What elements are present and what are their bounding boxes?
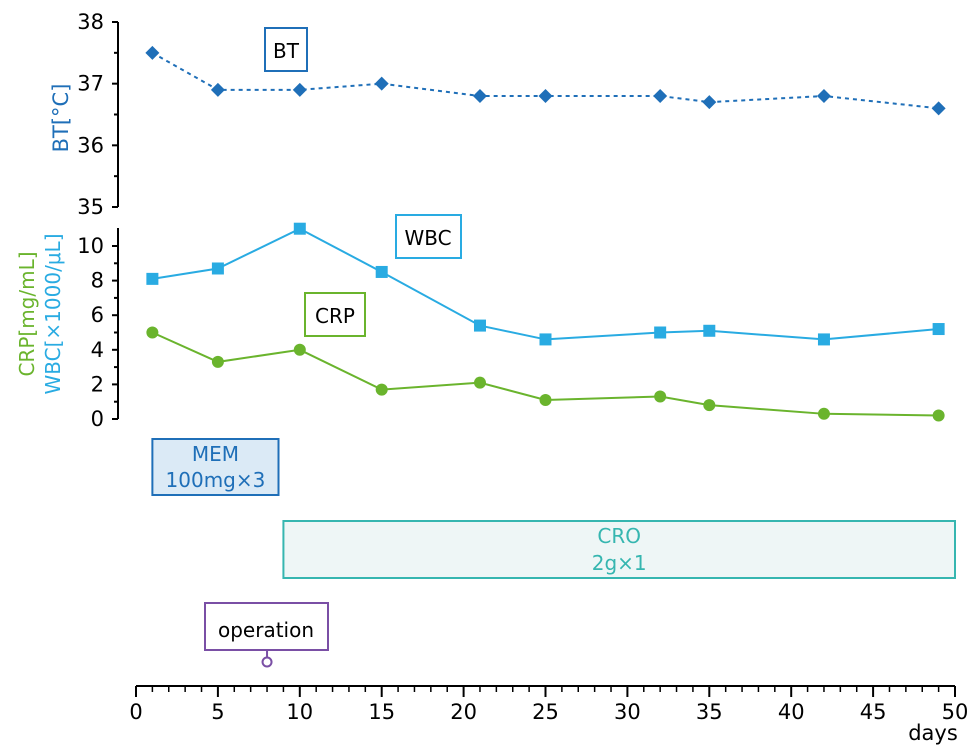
crp-series-line xyxy=(151,331,939,417)
bt-point xyxy=(292,82,307,97)
cro-dose-label: 2g×1 xyxy=(592,551,647,575)
x-tick-label: 0 xyxy=(129,700,142,724)
operation-label: operation xyxy=(218,618,314,642)
bt-point xyxy=(931,101,946,116)
wbc-point xyxy=(654,326,667,339)
x-axis-ticks: 0 5 10 15 20 25 30 35 40 45 50 xyxy=(129,686,968,724)
wbc-legend-label: WBC xyxy=(404,226,451,250)
x-tick-label: 15 xyxy=(368,700,395,724)
x-tick-label: 50 xyxy=(942,700,969,724)
crp-point xyxy=(375,383,388,396)
lab-tick-label: 4 xyxy=(91,338,104,362)
operation-label-box xyxy=(204,602,329,651)
wbc-point xyxy=(932,323,945,336)
x-tick-label: 45 xyxy=(860,700,887,724)
treatment-mem: MEM 100mg×3 xyxy=(151,438,280,496)
lab-tick-label: 10 xyxy=(77,234,104,258)
wbc-point xyxy=(146,272,159,285)
lab-tick-label: 6 xyxy=(91,303,104,327)
bt-point xyxy=(472,89,487,103)
cro-bar xyxy=(282,520,957,579)
operation-marker-dot xyxy=(261,656,273,668)
cro-drug-label: CRO xyxy=(597,524,641,548)
crp-y-axis-label: CRP[mg/mL] xyxy=(15,251,39,376)
bt-tick-label: 35 xyxy=(77,195,104,219)
crp-point xyxy=(211,355,224,368)
x-tick-label: 30 xyxy=(614,700,641,724)
bt-point xyxy=(374,76,389,91)
bt-point xyxy=(538,89,553,103)
lab-y-ticks: 0 2 4 6 8 10 xyxy=(77,234,118,431)
crp-legend-label: CRP xyxy=(315,304,355,328)
bt-legend-label: BT xyxy=(273,39,300,63)
wbc-point xyxy=(293,222,306,235)
wbc-point xyxy=(817,333,830,346)
bt-point xyxy=(145,45,160,60)
bt-tick-label: 38 xyxy=(77,10,104,34)
x-tick-label: 40 xyxy=(778,700,805,724)
bt-panel: 35 36 37 38 BT[°C] BT xyxy=(49,10,946,219)
x-tick-label: 35 xyxy=(696,700,723,724)
x-axis: 0 5 10 15 20 25 30 35 40 45 50 days xyxy=(129,685,968,745)
wbc-point xyxy=(703,324,716,337)
crp-point xyxy=(932,409,945,422)
crp-point xyxy=(539,393,552,406)
lab-tick-label: 2 xyxy=(91,372,104,396)
x-axis-label: days xyxy=(908,721,958,745)
x-tick-label: 20 xyxy=(450,700,477,724)
operation-event: operation xyxy=(204,602,329,668)
crp-point xyxy=(293,343,306,356)
x-tick-label: 10 xyxy=(286,700,313,724)
bt-y-axis-label: BT[°C] xyxy=(49,84,73,153)
lab-tick-label: 8 xyxy=(91,269,104,293)
bt-point xyxy=(653,89,668,103)
wbc-legend-box: WBC xyxy=(395,214,462,259)
treatment-cro: CRO 2g×1 xyxy=(282,520,957,579)
bt-tick-label: 36 xyxy=(77,133,104,157)
wbc-point xyxy=(539,333,552,346)
bt-y-ticks: 35 36 37 38 xyxy=(77,10,118,219)
wbc-point xyxy=(211,262,224,275)
wbc-series-line xyxy=(152,227,939,341)
bt-series-markers xyxy=(145,45,946,116)
crp-point xyxy=(473,376,486,389)
mem-dose-label: 100mg×3 xyxy=(166,468,266,492)
bt-legend-box: BT xyxy=(264,27,308,72)
x-tick-label: 5 xyxy=(211,700,224,724)
mem-drug-label: MEM xyxy=(192,442,239,466)
wbc-point xyxy=(375,265,388,278)
bt-tick-label: 37 xyxy=(77,72,104,96)
crp-point xyxy=(146,326,159,339)
wbc-series-markers xyxy=(146,222,945,346)
crp-series-markers xyxy=(146,326,945,422)
lab-tick-label: 0 xyxy=(91,407,104,431)
bt-point xyxy=(210,82,225,97)
crp-legend-box: CRP xyxy=(304,292,366,337)
bt-point xyxy=(816,89,831,103)
bt-point xyxy=(702,95,717,110)
crp-point xyxy=(817,407,830,420)
crp-point xyxy=(703,399,716,412)
crp-point xyxy=(654,390,667,403)
lab-panel: 0 2 4 6 8 10 CRP[mg/mL] WBC[×1000/μL] WBC CRP xyxy=(15,214,945,431)
bt-series-line xyxy=(151,51,939,110)
wbc-point xyxy=(473,319,486,332)
wbc-y-axis-label: WBC[×1000/μL] xyxy=(41,234,65,395)
mem-bar xyxy=(151,438,280,496)
x-tick-label: 25 xyxy=(532,700,559,724)
